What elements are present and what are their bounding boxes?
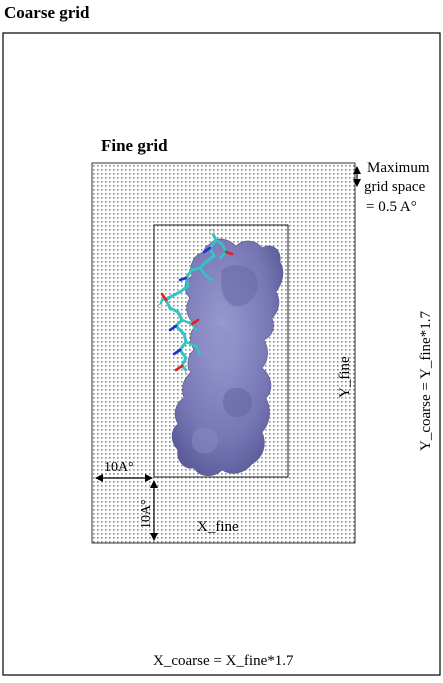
horizontal-margin-label: 10A°: [104, 460, 134, 475]
coarse-grid-title: Coarse grid: [4, 3, 90, 22]
max-spacing-label-line1: Maximum: [367, 160, 430, 176]
max-spacing-label-line3: = 0.5 A°: [366, 199, 417, 215]
protein-surface: [171, 238, 284, 477]
fine-grid-title: Fine grid: [101, 136, 168, 155]
y-fine-label: Y_fine: [337, 356, 353, 398]
molecule-bounding-box: [153, 224, 289, 478]
x-coarse-label: X_coarse = X_fine*1.7: [153, 653, 294, 669]
ligand-molecule: [157, 229, 234, 375]
vertical-margin-label: 10A°: [139, 499, 154, 529]
x-fine-label: X_fine: [197, 519, 239, 535]
y-coarse-label: Y_coarse = Y_fine*1.7: [418, 311, 434, 451]
max-spacing-label-line2: grid space: [364, 179, 426, 195]
